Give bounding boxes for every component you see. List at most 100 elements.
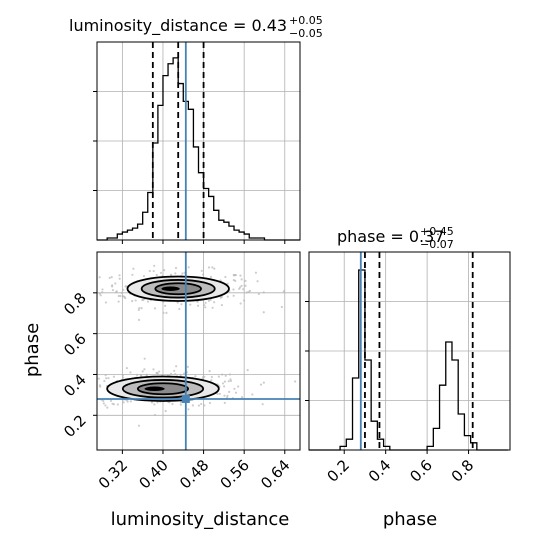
- joint-scatter-point: [120, 291, 123, 295]
- joint-scatter-point: [102, 399, 105, 403]
- joint-scatter-point: [210, 375, 213, 379]
- phase-x-tick-label-2: 0.6: [406, 456, 436, 486]
- joint-scatter-point: [209, 275, 213, 279]
- joint-scatter-point: [211, 266, 214, 269]
- joint-scatter-point: [233, 387, 236, 390]
- joint-scatter-point: [226, 295, 229, 298]
- joint-scatter-point: [220, 303, 224, 307]
- joint-scatter-point: [216, 392, 219, 395]
- joint-scatter-point: [104, 374, 107, 377]
- joint-scatter-point: [261, 403, 264, 406]
- joint-scatter-point: [256, 280, 259, 283]
- joint-scatter-point: [111, 402, 114, 405]
- joint-scatter-point: [178, 307, 181, 311]
- joint-scatter-point: [164, 409, 167, 413]
- joint-scatter-point: [111, 289, 115, 292]
- joint-scatter-point: [217, 375, 220, 378]
- title-luminosity-distance-plus: +0.05: [289, 14, 323, 27]
- joint-scatter-point: [232, 273, 235, 277]
- title-phase: phase = 0.37: [337, 227, 444, 246]
- joint-scatter-point: [240, 396, 244, 399]
- joint-scatter-point: [208, 401, 212, 405]
- joint-scatter-point: [262, 291, 265, 294]
- joint-scatter-point: [137, 308, 140, 312]
- joint-scatter-point: [118, 274, 121, 277]
- joint-scatter-point: [223, 394, 226, 397]
- joint-scatter-point: [204, 306, 207, 309]
- joint-scatter-point: [245, 291, 248, 294]
- joint-scatter-point: [259, 383, 263, 386]
- joint-scatter-point: [257, 292, 261, 296]
- joint-scatter-point: [137, 424, 141, 427]
- joint-scatter-point: [223, 401, 226, 404]
- joint-scatter-point: [200, 402, 203, 406]
- joint-density-peak-0: [161, 286, 180, 291]
- joint-scatter-point: [204, 301, 207, 304]
- phase-y-tick-labels: 0.2 0.4 0.6 0.8: [60, 289, 97, 441]
- joint-scatter-point: [234, 274, 237, 277]
- joint-scatter-point: [234, 391, 238, 394]
- joint-scatter-point: [211, 306, 214, 309]
- joint-scatter-point: [179, 373, 182, 376]
- joint-scatter-point: [109, 399, 113, 402]
- title-phase-plus: +0.45: [420, 225, 454, 238]
- phase-histogram: [305, 251, 511, 451]
- joint-scatter-point: [110, 275, 113, 279]
- joint-scatter-point: [155, 273, 158, 277]
- joint-scatter-point: [152, 269, 155, 273]
- joint-density-panel: [96, 251, 301, 451]
- lum-tick-labels: 0.32 0.40 0.48 0.56 0.64: [95, 240, 294, 492]
- joint-scatter-point: [282, 290, 285, 293]
- joint-scatter-point: [223, 380, 226, 383]
- joint-scatter-point: [213, 301, 216, 304]
- joint-scatter-point: [145, 373, 148, 376]
- joint-scatter-point: [115, 290, 118, 293]
- joint-scatter-point: [186, 365, 189, 368]
- joint-scatter-point: [232, 294, 235, 297]
- joint-scatter-point: [223, 385, 226, 388]
- joint-scatter-point: [114, 282, 117, 285]
- joint-scatter-point: [174, 373, 177, 376]
- joint-scatter-point: [237, 385, 240, 388]
- joint-scatter-point: [103, 379, 106, 383]
- title-luminosity-distance-minus: −0.05: [289, 27, 323, 40]
- joint-scatter-point: [116, 403, 119, 406]
- joint-scatter-point: [196, 304, 200, 307]
- joint-scatter-point: [158, 370, 161, 373]
- joint-scatter-point: [227, 380, 230, 383]
- joint-scatter-point: [105, 377, 108, 380]
- joint-scatter-point: [251, 393, 254, 396]
- joint-scatter-point: [148, 269, 151, 273]
- joint-scatter-point: [240, 278, 243, 281]
- joint-scatter-point: [135, 373, 139, 377]
- joint-scatter-point: [153, 403, 156, 406]
- joint-scatter-point: [143, 368, 146, 371]
- joint-scatter-point: [228, 373, 232, 376]
- joint-scatter-point: [210, 379, 213, 382]
- joint-scatter-point: [224, 374, 227, 377]
- joint-scatter-point: [246, 369, 249, 372]
- joint-scatter-point: [98, 292, 101, 295]
- joint-scatter-point: [169, 372, 173, 375]
- joint-scatter-point: [137, 318, 141, 321]
- title-phase-minus: −0.07: [420, 238, 454, 251]
- joint-scatter-point: [126, 400, 129, 403]
- joint-scatter-point: [200, 269, 203, 272]
- joint-scatter-point: [174, 272, 177, 275]
- joint-scatter-point: [132, 267, 135, 270]
- joint-scatter-point: [208, 370, 211, 373]
- joint-scatter-point: [165, 311, 168, 314]
- y-axis-label-phase: phase: [22, 323, 43, 377]
- phase-x-tick-labels: 0.2 0.4 0.6 0.8: [323, 450, 477, 486]
- title-luminosity-distance: luminosity_distance = 0.43: [69, 16, 287, 36]
- joint-scatter-point: [131, 273, 134, 276]
- joint-scatter-point: [180, 303, 183, 306]
- joint-scatter-point: [220, 295, 223, 298]
- joint-scatter-point: [106, 406, 109, 409]
- joint-scatter-point: [163, 269, 166, 272]
- joint-scatter-point: [98, 276, 101, 279]
- joint-scatter-point: [102, 402, 105, 405]
- joint-scatter-point: [159, 271, 163, 275]
- joint-scatter-point: [254, 271, 258, 274]
